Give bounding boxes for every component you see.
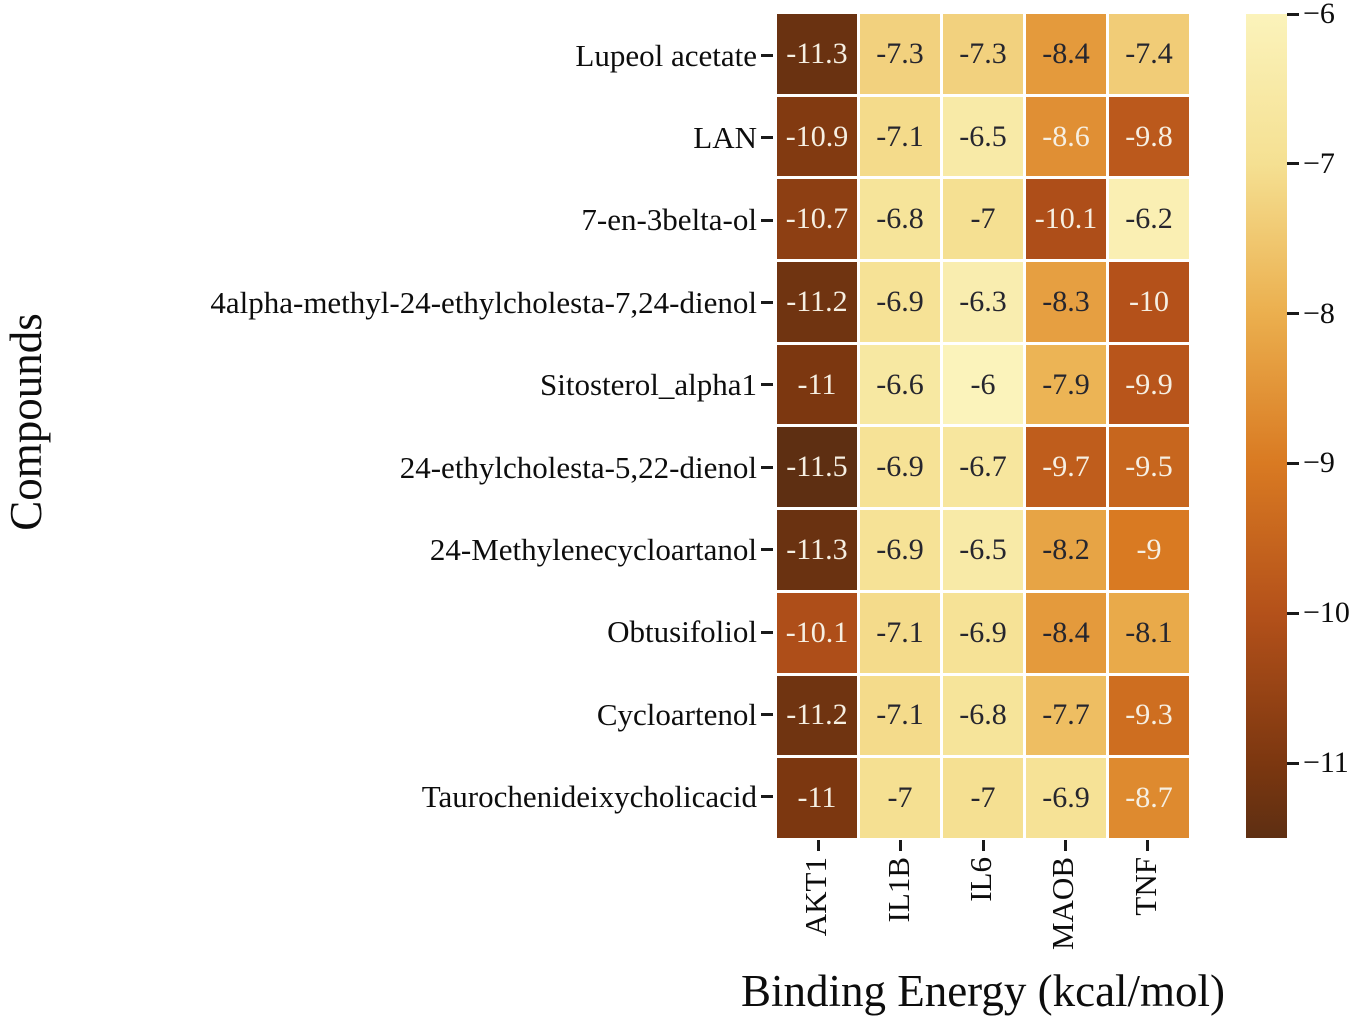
y-tick [761,465,773,469]
heatmap-cell: -8.4 [1026,14,1106,94]
heatmap-cell: -6.5 [943,510,1023,590]
row-label: Cycloartenol [596,696,757,732]
heatmap-cell: -9.9 [1109,344,1189,425]
heatmap-cell: -7.1 [860,675,940,756]
column-label: TNF [1127,857,1163,916]
y-tick [761,548,773,552]
column-label: MAOB [1045,857,1081,951]
x-tick [899,840,903,851]
heatmap-cell: -7 [860,758,940,838]
heatmap-cell: -6.6 [860,344,940,425]
heatmap-cell: -11.2 [777,262,857,342]
heatmap-cell: -6.9 [860,262,940,342]
heatmap-cell: -10.1 [777,592,857,673]
heatmap-cell: -7.1 [860,592,940,673]
heatmap-cell: -7 [943,758,1023,838]
heatmap-cell: -10.9 [777,96,857,177]
heatmap-cell: -9 [1109,510,1189,590]
heatmap-cell: -6.8 [860,179,940,260]
heatmap-cell: -6.7 [943,427,1023,508]
y-tick [761,630,773,634]
row-label: 7-en-3belta-ol [581,202,757,238]
heatmap-cell: -7.4 [1109,14,1189,94]
colorbar-tick-label: −7 [1303,146,1335,180]
colorbar-tick [1287,761,1299,765]
x-tick [981,840,985,851]
colorbar-tick [1287,162,1299,166]
heatmap-cell: -6.2 [1109,179,1189,260]
colorbar-tick-label: −6 [1303,0,1335,30]
heatmap-cell: -8.4 [1026,592,1106,673]
heatmap-cell: -9.3 [1109,675,1189,756]
heatmap-cell: -9.5 [1109,427,1189,508]
heatmap-cell: -11 [777,344,857,425]
heatmap-cell: -6.9 [860,510,940,590]
heatmap-cell: -6.9 [943,592,1023,673]
colorbar-tick-label: −10 [1303,596,1350,630]
heatmap-cell: -10.1 [1026,179,1106,260]
colorbar [1246,14,1287,838]
heatmap-grid: -11.3 -7.3 -7.3 -8.4 -7.4 -10.9 -7.1 -6.5 -8.6 -9… [777,14,1189,838]
heatmap-cell: -7.3 [860,14,940,94]
heatmap-cell: -7 [943,179,1023,260]
y-tick [761,53,773,57]
y-tick [761,300,773,304]
heatmap-cell: -10.7 [777,179,857,260]
heatmap-cell: -7.3 [943,14,1023,94]
colorbar-tick [1287,312,1299,316]
x-tick [816,840,820,851]
row-label: Sitosterol_alpha1 [540,367,757,403]
x-tick [1063,840,1067,851]
colorbar-tick-label: −11 [1303,746,1349,780]
x-axis-title: Binding Energy (kcal/mol) [740,966,1226,1016]
column-label: AKT1 [798,857,834,937]
heatmap-cell: -11.5 [777,427,857,508]
y-tick [761,383,773,387]
colorbar-tick-label: −8 [1303,296,1335,330]
column-label: IL6 [963,857,998,902]
y-tick [761,795,773,799]
heatmap-cell: -6.5 [943,96,1023,177]
heatmap-cell: -9.8 [1109,96,1189,177]
heatmap-cell: -7.7 [1026,675,1106,756]
row-label: 24-ethylcholesta-5,22-dienol [399,449,757,485]
row-label: LAN [693,120,757,156]
row-label: 24-Methylenecycloartanol [429,532,757,568]
heatmap-cell: -9.7 [1026,427,1106,508]
y-tick [761,136,773,140]
heatmap-cell: -11.3 [777,510,857,590]
colorbar-tick [1287,12,1299,16]
y-tick [761,218,773,222]
heatmap-cell: -8.7 [1109,758,1189,838]
column-label: IL1B [880,857,916,923]
heatmap-cell: -8.1 [1109,592,1189,673]
heatmap-cell: -11.2 [777,675,857,756]
colorbar-tick-label: −9 [1303,446,1335,480]
y-tick [761,712,773,716]
heatmap-cell: -10 [1109,262,1189,342]
row-label: 4alpha-methyl-24-ethylcholesta-7,24-dien… [210,284,757,320]
heatmap-cell: -6.9 [860,427,940,508]
heatmap-cell: -6.8 [943,675,1023,756]
heatmap-cell: -7.1 [860,96,940,177]
heatmap-cell: -8.2 [1026,510,1106,590]
row-label: Taurochenideixycholicacid [421,779,757,815]
heatmap-cell: -6.3 [943,262,1023,342]
row-label: Lupeol acetate [575,37,757,73]
heatmap-cell: -7.9 [1026,344,1106,425]
heatmap-cell: -8.6 [1026,96,1106,177]
heatmap-cell: -6 [943,344,1023,425]
colorbar-tick [1287,461,1299,465]
row-label: Obtusifoliol [607,614,757,650]
heatmap-cell: -11.3 [777,14,857,94]
heatmap-cell: -6.9 [1026,758,1106,838]
x-tick [1146,840,1150,851]
heatmap-cell: -11 [777,758,857,838]
heatmap-cell: -8.3 [1026,262,1106,342]
colorbar-tick [1287,611,1299,615]
